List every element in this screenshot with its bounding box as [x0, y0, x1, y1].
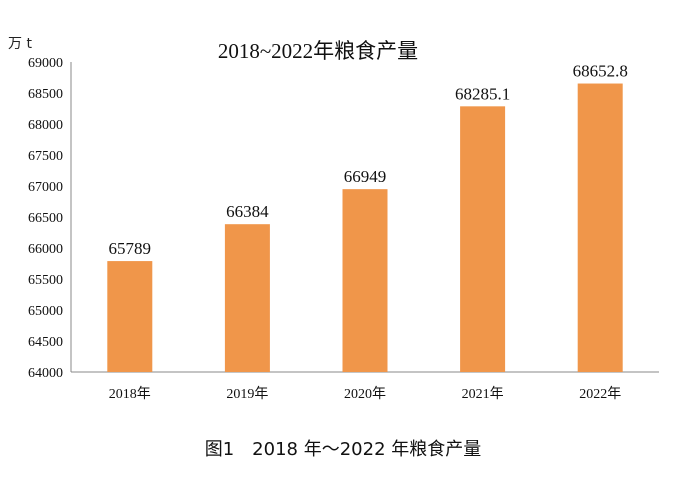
x-tick-label: 2020年 [344, 386, 386, 402]
bar [107, 261, 153, 372]
bar-series [107, 83, 623, 373]
x-tick-label: 2019年 [226, 386, 268, 402]
bar [577, 83, 623, 372]
bar-value-label: 66384 [226, 202, 269, 221]
y-tick-label: 65500 [28, 273, 63, 288]
y-tick-label: 66500 [28, 211, 63, 226]
y-axis-tick-labels: 64000 64500 65000 65500 66000 66500 67000 67500… [28, 56, 63, 381]
bar-value-label: 66949 [344, 167, 387, 186]
figure-caption: 图1 2018 年～2022 年粮食产量 [205, 439, 482, 460]
y-tick-label: 65000 [28, 304, 63, 319]
bar-value-labels: 65789 66384 66949 68285.1 68652.8 [109, 62, 628, 259]
y-tick-label: 67000 [28, 180, 63, 195]
x-tick-label: 2022年 [579, 386, 621, 402]
y-tick-label: 66000 [28, 242, 63, 257]
chart-title: 2018~2022年粮食产量 [218, 39, 418, 63]
bar-value-label: 68652.8 [573, 62, 628, 81]
y-tick-label: 69000 [28, 56, 63, 71]
y-tick-label: 64000 [28, 366, 63, 381]
bar-value-label: 65789 [109, 239, 152, 258]
bar [460, 106, 506, 373]
y-tick-label: 68500 [28, 87, 63, 102]
x-tick-label: 2018年 [109, 386, 151, 402]
x-tick-label: 2021年 [462, 386, 504, 402]
y-tick-label: 67500 [28, 149, 63, 164]
y-tick-label: 68000 [28, 118, 63, 133]
bar [224, 224, 270, 372]
bar-value-label: 68285.1 [455, 84, 510, 103]
bar [342, 189, 388, 372]
y-tick-label: 64500 [28, 335, 63, 350]
x-axis-tick-labels: 2018年 2019年 2020年 2021年 2022年 [109, 386, 621, 402]
y-axis-unit-label: 万 t [8, 36, 32, 52]
